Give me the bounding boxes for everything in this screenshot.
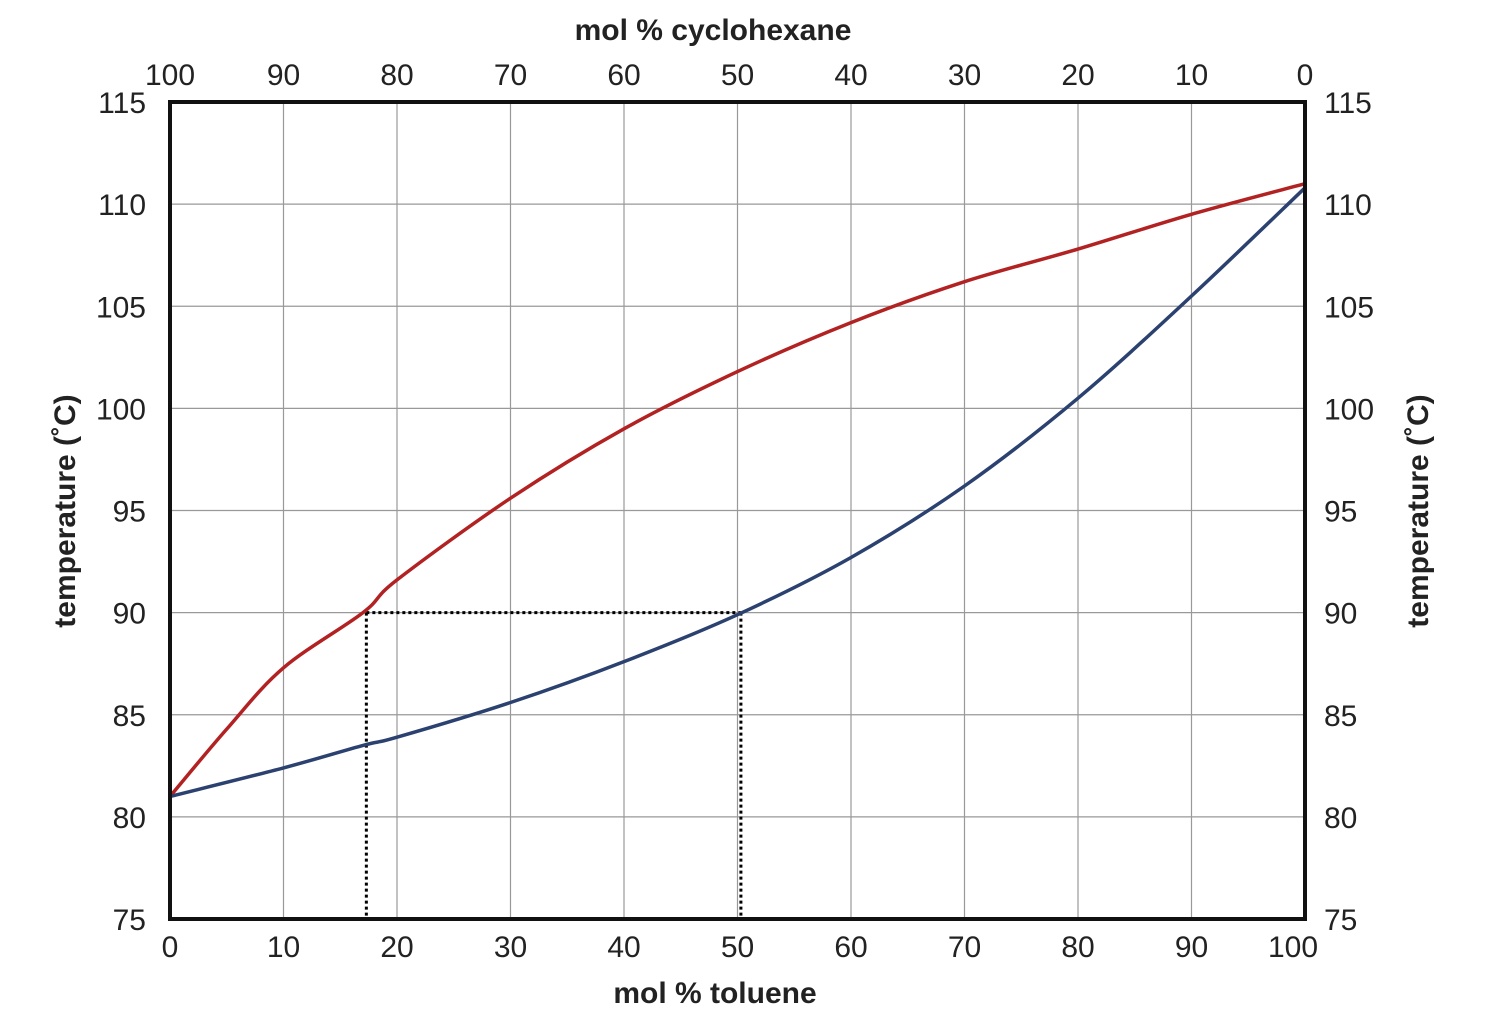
- y2-tick-label: 105: [1324, 291, 1374, 324]
- x2-tick-label: 40: [834, 59, 867, 92]
- x2-tick-label: 60: [607, 59, 640, 92]
- x-tick-label: 30: [494, 931, 527, 964]
- y2-tick-label: 80: [1324, 802, 1357, 835]
- y-tick-label: 95: [113, 496, 146, 529]
- dotted-guide-lines: [364, 611, 743, 919]
- x-tick-label: 10: [267, 931, 300, 964]
- x2-tick-label: 100: [145, 59, 195, 92]
- y-tick-label: 80: [113, 802, 146, 835]
- y-tick-label: 110: [98, 189, 146, 222]
- x-tick-label: 60: [834, 931, 867, 964]
- y2-tick-label: 115: [1324, 87, 1372, 120]
- y-tick-label: 100: [96, 393, 146, 426]
- series-line-1: [168, 181, 1307, 799]
- x2-tick-label: 20: [1061, 59, 1094, 92]
- y-tick-label: 85: [113, 700, 146, 733]
- x-axis-title: mol % toluene: [613, 977, 816, 1010]
- y-tick-label: 90: [113, 598, 146, 631]
- x2-axis-title: mol % cyclohexane: [575, 14, 852, 47]
- y2-axis-title: temperature (˚C): [1402, 394, 1435, 627]
- x2-tick-label: 90: [267, 59, 300, 92]
- x2-tick-label: 10: [1175, 59, 1208, 92]
- x-tick-label: 70: [948, 931, 981, 964]
- y2-tick-label: 110: [1324, 189, 1372, 222]
- x2-tick-label: 50: [721, 59, 754, 92]
- y2-tick-label: 75: [1324, 904, 1357, 937]
- x2-tick-label: 70: [494, 59, 527, 92]
- x-tick-label: 90: [1175, 931, 1208, 964]
- x2-tick-label: 80: [380, 59, 413, 92]
- grid-lines: [169, 101, 1306, 920]
- y2-tick-label: 90: [1324, 598, 1357, 631]
- y-tick-label: 75: [113, 904, 146, 937]
- series-curves: [168, 181, 1307, 799]
- y2-tick-label: 85: [1324, 700, 1357, 733]
- y2-tick-label: 95: [1324, 496, 1357, 529]
- y-tick-label: 115: [98, 87, 146, 120]
- x-tick-label: 0: [162, 931, 179, 964]
- x-tick-label: 40: [607, 931, 640, 964]
- series-line-2: [168, 186, 1307, 799]
- y-axis-title: temperature (˚C): [49, 394, 82, 627]
- y-tick-label: 105: [96, 291, 146, 324]
- x-tick-label: 100: [1268, 931, 1318, 964]
- x2-tick-label: 0: [1297, 59, 1314, 92]
- x-tick-label: 80: [1061, 931, 1094, 964]
- x-tick-label: 20: [380, 931, 413, 964]
- plot-frame: [168, 100, 1307, 921]
- x-tick-label: 50: [721, 931, 754, 964]
- x2-tick-label: 30: [948, 59, 981, 92]
- y2-tick-label: 100: [1324, 393, 1374, 426]
